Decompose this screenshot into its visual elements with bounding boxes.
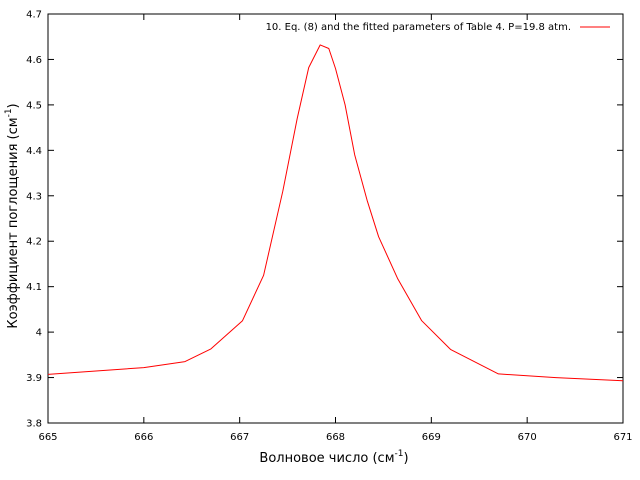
y-tick-label: 4.5	[26, 100, 42, 111]
y-axis-ticks: 3.8 3.9 4 4.1 4.2 4.3 4.4 4.5 4.6 4.7	[26, 10, 623, 430]
y-tick-label: 4.3	[26, 191, 42, 202]
y-tick-label: 4.7	[26, 10, 42, 21]
y-tick-label: 4.1	[26, 282, 42, 293]
legend-series-label: 10. Eq. (8) and the fitted parameters of…	[266, 22, 571, 33]
x-axis-ticks: 665 666 667 668 669 670 671	[38, 14, 633, 443]
y-tick-label: 3.9	[26, 373, 42, 384]
y-axis-label: Коэффициент поглощения (см-1)	[4, 103, 21, 328]
y-tick-label: 3.8	[26, 419, 42, 430]
x-tick-label: 668	[326, 432, 345, 443]
x-tick-label: 671	[613, 432, 632, 443]
plot-frame	[47, 13, 624, 424]
x-axis-label: Волновое число (см-1)	[259, 449, 408, 466]
x-tick-label: 665	[38, 432, 57, 443]
x-tick-label: 666	[134, 432, 153, 443]
y-tick-label: 4.6	[26, 55, 42, 66]
legend: 10. Eq. (8) and the fitted parameters of…	[266, 22, 610, 33]
y-tick-label: 4.2	[26, 237, 42, 248]
y-tick-label: 4	[36, 328, 42, 339]
series-layer	[47, 44, 624, 382]
series-line	[47, 44, 624, 382]
x-tick-label: 667	[230, 432, 249, 443]
y-tick-label: 4.4	[26, 146, 42, 157]
x-tick-label: 670	[518, 432, 537, 443]
x-tick-label: 669	[422, 432, 441, 443]
